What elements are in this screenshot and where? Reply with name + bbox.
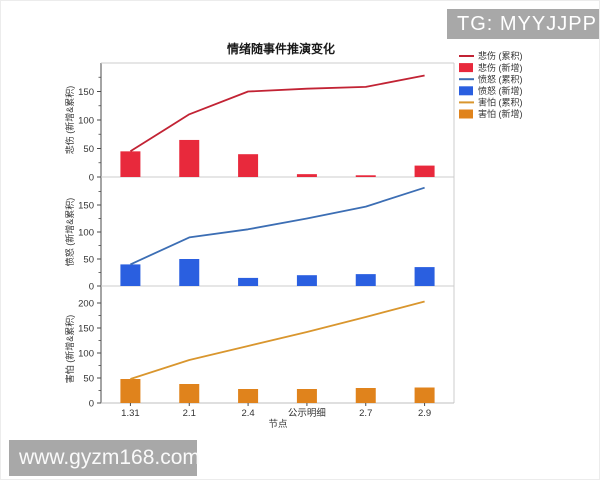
x-tick-label: 2.4	[241, 408, 254, 419]
fear-new-bar	[296, 389, 317, 403]
sad-new-bar	[355, 175, 376, 177]
y-tick-label: 150	[78, 201, 94, 212]
y-tick-label: 50	[83, 144, 94, 155]
y-tick-label: 0	[89, 399, 94, 410]
y-tick-label: 0	[89, 282, 94, 293]
legend-bar-swatch	[459, 86, 473, 96]
anger-new-bar	[414, 267, 435, 286]
y-tick-label: 100	[78, 349, 94, 360]
sad-cumulative-line	[129, 74, 425, 153]
y-tick-label: 200	[78, 299, 94, 310]
legend-bar-swatch	[459, 109, 473, 119]
legend-label: 害怕 (新增)	[478, 108, 523, 119]
line-series	[129, 74, 425, 380]
y-axis-title-anger: 愤怒 (新增&累积)	[64, 198, 75, 267]
tg-badge: TG: MYYJJPP	[447, 9, 599, 39]
legend-label: 悲伤 (新增)	[478, 62, 523, 73]
plot-frame	[100, 62, 455, 404]
x-axis-title: 节点	[268, 419, 288, 430]
y-tick-label: 0	[89, 173, 94, 184]
y-tick-label: 150	[78, 324, 94, 335]
legend-label: 愤怒 (新增)	[478, 85, 523, 96]
y-tick-label: 150	[78, 87, 94, 98]
fear-new-bar	[355, 388, 376, 403]
anger-cumulative-line	[130, 186, 425, 266]
fear-new-bar	[179, 384, 200, 403]
axis-ticks: 0 50 100 150 0 50 100 150 0 50 100 150 200	[78, 76, 426, 410]
legend-label: 悲伤 (累积)	[478, 50, 523, 61]
y-tick-label: 50	[83, 374, 94, 385]
anger-new-bar	[296, 275, 317, 286]
y-tick-label: 100	[78, 228, 94, 239]
x-tick-label: 2.9	[418, 408, 431, 419]
x-tick-label: 公示明细	[288, 407, 326, 419]
sad-new-bar	[179, 139, 200, 177]
anger-new-bar	[238, 277, 259, 286]
legend-bar-swatch	[459, 63, 473, 73]
sad-new-bar	[296, 174, 317, 177]
fear-cumulative-line	[130, 300, 425, 380]
site-watermark: www.gyzm168.com	[9, 440, 200, 476]
x-tick-label: 2.7	[359, 408, 372, 419]
fear-new-bar	[414, 387, 435, 403]
legend-label: 愤怒 (累积)	[478, 73, 523, 84]
anger-new-bar	[355, 274, 376, 286]
sad-new-bar	[414, 165, 435, 177]
x-tick-label: 1.31	[121, 408, 140, 419]
y-axis-title-fear: 害怕 (新增&累积)	[64, 315, 75, 384]
y-tick-label: 50	[83, 255, 94, 266]
chart-title: 情绪随事件推演变化	[227, 41, 335, 56]
y-tick-label: 100	[78, 116, 94, 127]
x-tick-label: 2.1	[183, 408, 196, 419]
chart-legend: 悲伤 (累积)悲伤 (新增)愤怒 (累积)愤怒 (新增)害怕 (累积)害怕 (新…	[459, 50, 523, 119]
sad-new-bar	[238, 154, 259, 177]
sad-new-bar	[120, 151, 141, 177]
legend-label: 害怕 (累积)	[478, 97, 523, 108]
fear-new-bar	[238, 389, 259, 403]
y-axis-title-sad: 悲伤 (新增&累积)	[64, 86, 75, 155]
bar-series	[120, 139, 435, 403]
anger-new-bar	[179, 259, 200, 286]
anger-new-bar	[120, 264, 141, 286]
x-tick-labels: 1.31 2.1 2.4 公示明细 2.7 2.9	[121, 407, 431, 419]
fear-new-bar	[120, 379, 141, 403]
